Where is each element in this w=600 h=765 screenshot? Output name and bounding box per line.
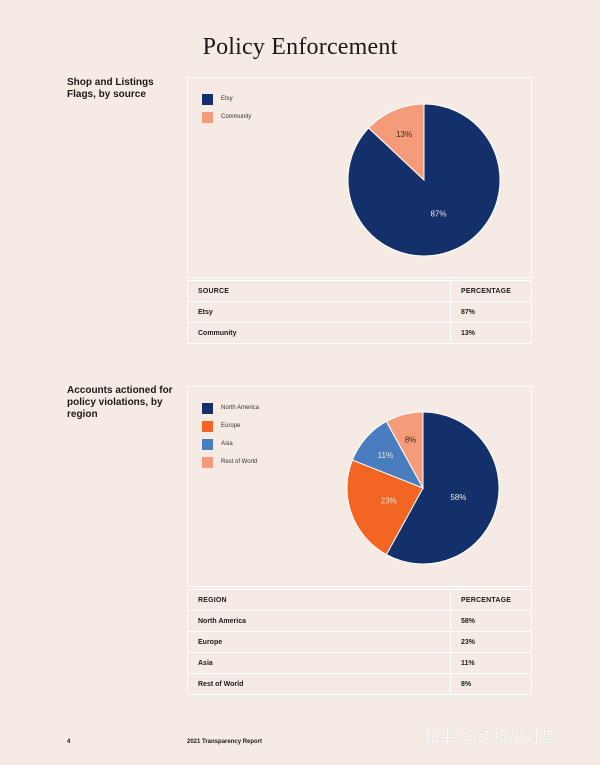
pie-slice-europe (346, 459, 424, 556)
legend-swatch (202, 402, 213, 414)
pie-label-north-america: 58% (450, 493, 466, 502)
table-header-row: SOURCE PERCENTAGE (187, 280, 532, 302)
table-row: North America 58% (187, 610, 532, 632)
pie-label-community: 13% (396, 130, 412, 139)
legend-label: Community (221, 114, 252, 120)
legend-item-etsy: Etsy (202, 90, 251, 108)
table-cell: 23% (450, 631, 532, 653)
table-header: SOURCE (187, 280, 451, 302)
table-header: PERCENTAGE (450, 280, 532, 302)
table-row: Community 13% (187, 322, 532, 344)
table-cell: 11% (450, 652, 532, 674)
section-label-flags: Shop and Listings Flags, by source (67, 77, 154, 100)
legend-label: North America (221, 405, 260, 411)
table-row: Asia 11% (187, 652, 532, 674)
pie-slice-etsy (347, 103, 501, 257)
legend-item-north-america: North America (202, 399, 259, 417)
legend-item-europe: Europe (202, 417, 259, 435)
table-row: Europe 23% (187, 631, 532, 653)
table-cell: Etsy (187, 301, 451, 323)
table-cell: 8% (450, 673, 532, 695)
pie-slice-community (367, 103, 425, 182)
legend-swatch (202, 93, 213, 105)
table-cell: Rest of World (187, 673, 451, 695)
legend-swatch (202, 420, 213, 432)
section-label-accounts: Accounts actioned for policy violations,… (67, 385, 173, 420)
accounts-legend: North America Europe Asia Rest of World (202, 399, 259, 471)
legend-item-community: Community (202, 108, 251, 126)
pie-slice-north-america (385, 411, 500, 565)
table-row: Rest of World 8% (187, 673, 532, 695)
legend-label: Europe (221, 423, 241, 429)
watermark: 知乎 @跨境小灯塔 (424, 729, 558, 746)
table-cell: 87% (450, 301, 532, 323)
table-cell: 58% (450, 610, 532, 632)
table-cell: Community (187, 322, 451, 344)
pie-label-asia: 11% (378, 451, 393, 460)
table-cell: 13% (450, 322, 532, 344)
pie-slice-rest-of-world (385, 411, 424, 489)
table-header-row: REGION PERCENTAGE (187, 589, 532, 611)
pie-label-europe: 23% (381, 496, 397, 505)
table-header: REGION (187, 589, 451, 611)
legend-label: Asia (221, 441, 233, 447)
legend-label: Rest of World (221, 459, 258, 465)
accounts-pie-chart: 58% 23% 11% 8% (346, 411, 500, 565)
table-header: PERCENTAGE (450, 589, 532, 611)
page-number: 4 (67, 739, 71, 745)
legend-swatch (202, 438, 213, 450)
flags-legend: Etsy Community (202, 90, 251, 126)
report-title: 2021 Transparency Report (187, 739, 263, 745)
legend-swatch (202, 456, 213, 468)
table-cell: Europe (187, 631, 451, 653)
accounts-chart-panel: North America Europe Asia Rest of World … (187, 386, 532, 587)
pie-label-rest-of-world: 8% (405, 435, 417, 444)
pie-label-etsy: 87% (430, 209, 446, 218)
legend-swatch (202, 111, 213, 123)
flags-table: SOURCE PERCENTAGE Etsy 87% Community 13% (187, 280, 532, 344)
table-cell: North America (187, 610, 451, 632)
legend-item-rest-of-world: Rest of World (202, 453, 259, 471)
legend-label: Etsy (221, 96, 233, 102)
accounts-table: REGION PERCENTAGE North America 58% Euro… (187, 589, 532, 695)
page-title: Policy Enforcement (202, 34, 398, 60)
flags-pie-chart: 87% 13% (347, 103, 501, 257)
table-cell: Asia (187, 652, 451, 674)
legend-item-asia: Asia (202, 435, 259, 453)
table-row: Etsy 87% (187, 301, 532, 323)
flags-chart-panel: Etsy Community 87% 13% (187, 77, 532, 278)
